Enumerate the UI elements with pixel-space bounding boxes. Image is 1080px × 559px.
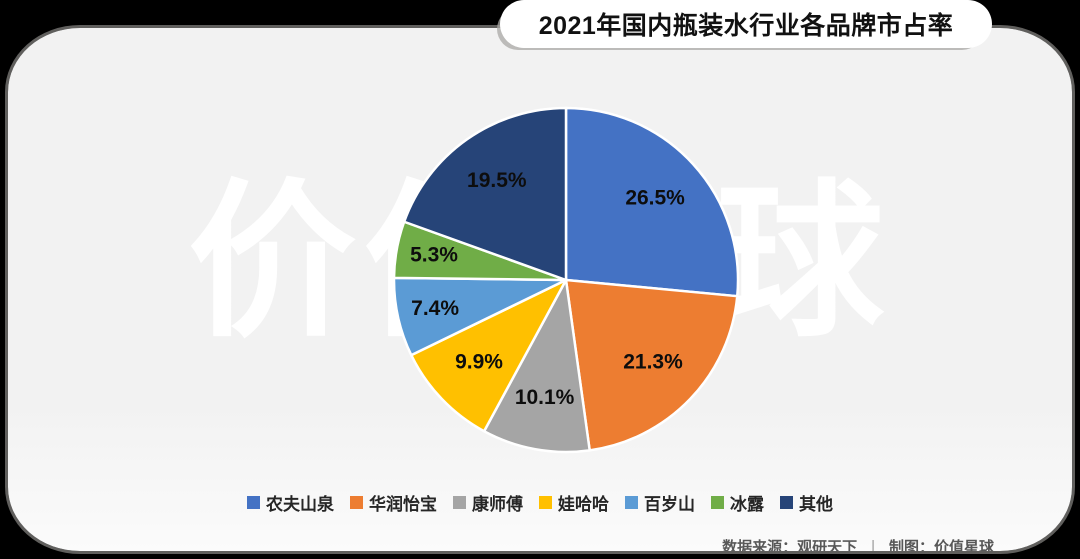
footer-separator: |: [871, 538, 875, 551]
legend-item-label: 农夫山泉: [266, 495, 334, 514]
legend-item[interactable]: 其他: [780, 490, 833, 515]
pie-slice[interactable]: [564, 106, 740, 298]
legend-swatch-icon: [350, 496, 363, 509]
footer-credit: 制图：价值星球: [888, 539, 994, 551]
legend-item-label: 康师傅: [472, 495, 523, 514]
pie-slice-label: 19.5%: [467, 169, 527, 192]
chart-legend: 农夫山泉 华润怡宝 康师傅 娃哈哈 百岁山 冰露 其他: [8, 490, 1072, 515]
legend-swatch-icon: [625, 496, 638, 509]
chart-card: 价值星球 26.5%21.3%10.1%9.9%7.4%5.3%19.5% 农夫…: [8, 28, 1072, 551]
pie-slice-label: 5.3%: [410, 244, 458, 267]
footer-source: 数据来源：观研天下: [722, 539, 858, 551]
legend-item-label: 百岁山: [644, 495, 695, 514]
legend-item-label: 其他: [799, 495, 833, 514]
pie-slice[interactable]: [402, 106, 568, 282]
pie-slice[interactable]: [564, 278, 739, 452]
pie-slice[interactable]: [410, 278, 568, 433]
legend-swatch-icon: [247, 496, 260, 509]
legend-item-label: 冰露: [730, 495, 764, 514]
page-title: 2021年国内瓶装水行业各品牌市占率: [538, 12, 954, 40]
pie-slice[interactable]: [482, 278, 591, 454]
legend-swatch-icon: [453, 496, 466, 509]
pie-chart: 26.5% 21.3% 10.1% 9.9% 7.4% 5.3% 19.5%: [8, 28, 1072, 468]
legend-swatch-icon: [780, 496, 793, 509]
pie-slice-label: 7.4%: [411, 297, 459, 320]
pie-slice-label: 26.5%: [625, 187, 685, 210]
pie-svg: 26.5% 21.3% 10.1% 9.9% 7.4% 5.3% 19.5%: [392, 106, 740, 454]
pie-slice-label: 21.3%: [623, 351, 683, 374]
pie-slice-group: [392, 106, 740, 454]
legend-swatch-icon: [711, 496, 724, 509]
legend-item[interactable]: 康师傅: [453, 490, 523, 515]
legend-item-label: 娃哈哈: [558, 495, 609, 514]
legend-item[interactable]: 百岁山: [625, 490, 695, 515]
legend-item[interactable]: 冰露: [711, 490, 764, 515]
chart-footer: 数据来源：观研天下 | 制图：价值星球: [722, 536, 994, 551]
legend-swatch-icon: [539, 496, 552, 509]
legend-item[interactable]: 华润怡宝: [350, 490, 437, 515]
title-band: [500, 0, 992, 48]
pie-slice-label: 9.9%: [455, 351, 503, 374]
legend-item[interactable]: 农夫山泉: [247, 490, 334, 515]
legend-item[interactable]: 娃哈哈: [539, 490, 609, 515]
pie-slice-label: 10.1%: [515, 386, 575, 409]
pie-label-group: 26.5% 21.3% 10.1% 9.9% 7.4% 5.3% 19.5%: [410, 169, 685, 409]
legend-item-label: 华润怡宝: [369, 495, 437, 514]
